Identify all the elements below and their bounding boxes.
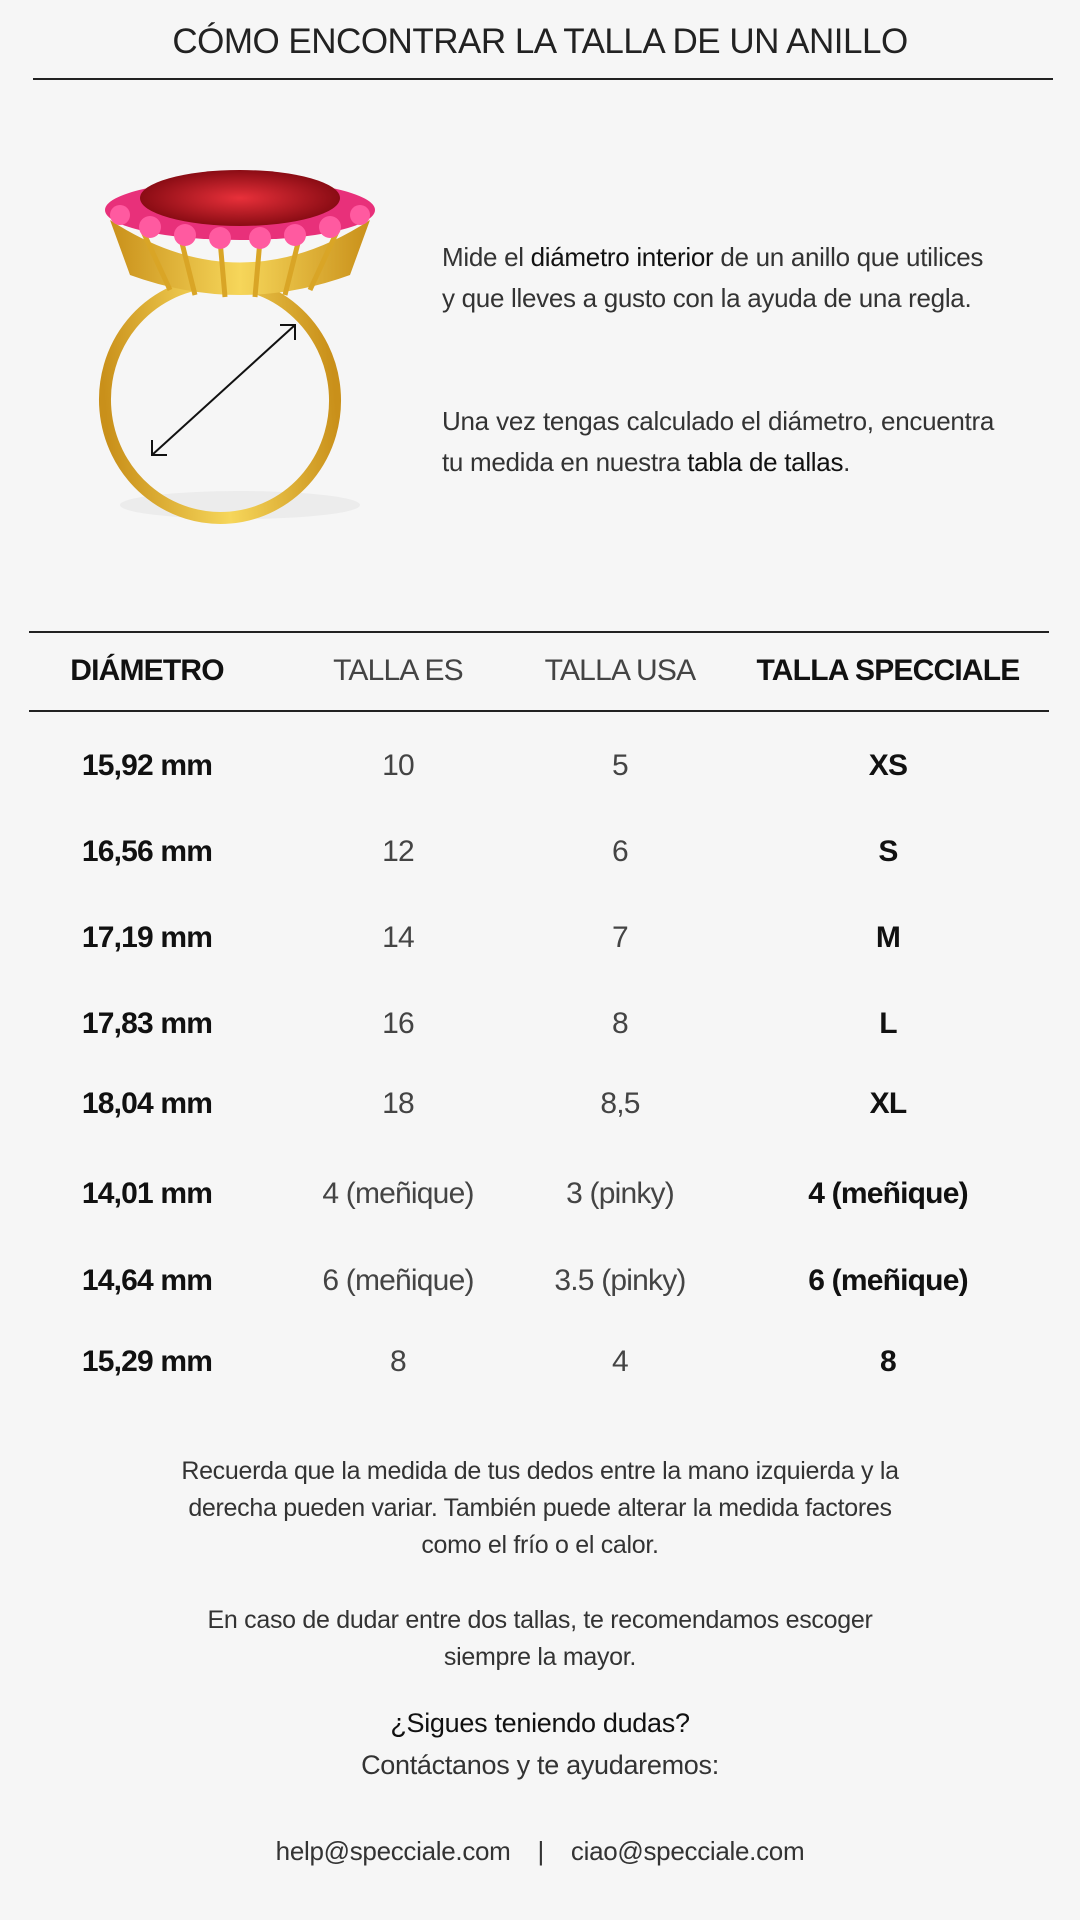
intro-text: Mide el (442, 242, 531, 272)
note-line: En caso de dudar entre dos tallas, te re… (207, 1606, 873, 1634)
intro-paragraph-2: Una vez tengas calculado el diámetro, en… (442, 401, 994, 483)
intro-highlight: diámetro interior (530, 242, 714, 272)
table-cell: 17,19 mm (81, 921, 213, 954)
table-cell: 15,92 mm (81, 749, 213, 782)
table-cell: 8 (390, 1345, 407, 1378)
contact-emails: help@specciale.com | ciao@specciale.com (0, 1833, 1080, 1870)
ring-illustration (98, 170, 375, 524)
table-cell: 6 (meñique) (322, 1264, 474, 1297)
column-header: TALLA SPECCIALE (756, 654, 1021, 687)
table-cell: 18,04 mm (81, 1087, 213, 1120)
table-cell: 8 (880, 1345, 897, 1378)
size-table-link[interactable]: tabla de tallas (687, 447, 844, 477)
table-cell: XL (869, 1087, 908, 1120)
table-cell: 6 (meñique) (808, 1264, 968, 1297)
title-divider (33, 78, 1053, 80)
table-cell: 4 (meñique) (808, 1177, 968, 1210)
table-cell: L (879, 1007, 897, 1040)
table-top-divider (29, 631, 1049, 633)
contact-prompt: Contáctanos y te ayudaremos: (361, 1750, 719, 1780)
table-cell: 4 (meñique) (322, 1177, 474, 1210)
table-cell: 18 (382, 1087, 415, 1120)
contact-question: ¿Sigues teniendo dudas? (390, 1708, 690, 1738)
note-1: Recuerda que la medida de tus dedos entr… (0, 1453, 1080, 1564)
table-cell: 6 (612, 835, 629, 868)
email-ciao-link[interactable]: ciao@specciale.com (570, 1836, 805, 1866)
table-cell: 5 (612, 749, 629, 782)
table-header-divider (29, 710, 1049, 712)
note-2: En caso de dudar entre dos tallas, te re… (0, 1602, 1080, 1676)
email-separator: | (537, 1836, 544, 1866)
table-cell: 14,01 mm (81, 1177, 213, 1210)
intro-text: de un anillo que utilices y que lleves a… (442, 242, 984, 313)
intro-text: Una vez tengas calculado el diámetro, en… (442, 406, 994, 477)
table-cell: 12 (382, 835, 415, 868)
note-line: Recuerda que la medida de tus dedos entr… (181, 1457, 899, 1485)
table-cell: 7 (612, 921, 629, 954)
table-cell: 17,83 mm (81, 1007, 213, 1040)
table-cell: 8,5 (600, 1087, 640, 1120)
table-cell: 8 (612, 1007, 629, 1040)
table-cell: 15,29 mm (81, 1345, 213, 1378)
note-line: como el frío o el calor. (421, 1531, 659, 1559)
note-line: derecha pueden variar. También puede alt… (188, 1494, 892, 1522)
table-cell: 16 (382, 1007, 415, 1040)
column-header: TALLA ES (333, 654, 464, 687)
table-cell: 14 (382, 921, 415, 954)
table-cell: M (875, 921, 901, 954)
email-help-link[interactable]: help@specciale.com (275, 1836, 511, 1866)
table-cell: S (878, 835, 898, 868)
intro-text: . (843, 447, 851, 477)
page-title: CÓMO ENCONTRAR LA TALLA DE UN ANILLO (172, 22, 908, 61)
intro-paragraph-1: Mide el diámetro interior de un anillo q… (442, 237, 994, 319)
table-cell: 3 (pinky) (566, 1177, 675, 1210)
table-cell: 10 (382, 749, 415, 782)
note-line: siempre la mayor. (443, 1643, 637, 1671)
column-header: DIÁMETRO (70, 654, 224, 687)
table-cell: 14,64 mm (81, 1264, 213, 1297)
table-cell: 3.5 (pinky) (554, 1264, 686, 1297)
table-cell: XS (868, 749, 908, 782)
table-cell: 16,56 mm (81, 835, 213, 868)
column-header: TALLA USA (544, 654, 696, 687)
table-cell: 4 (612, 1345, 629, 1378)
